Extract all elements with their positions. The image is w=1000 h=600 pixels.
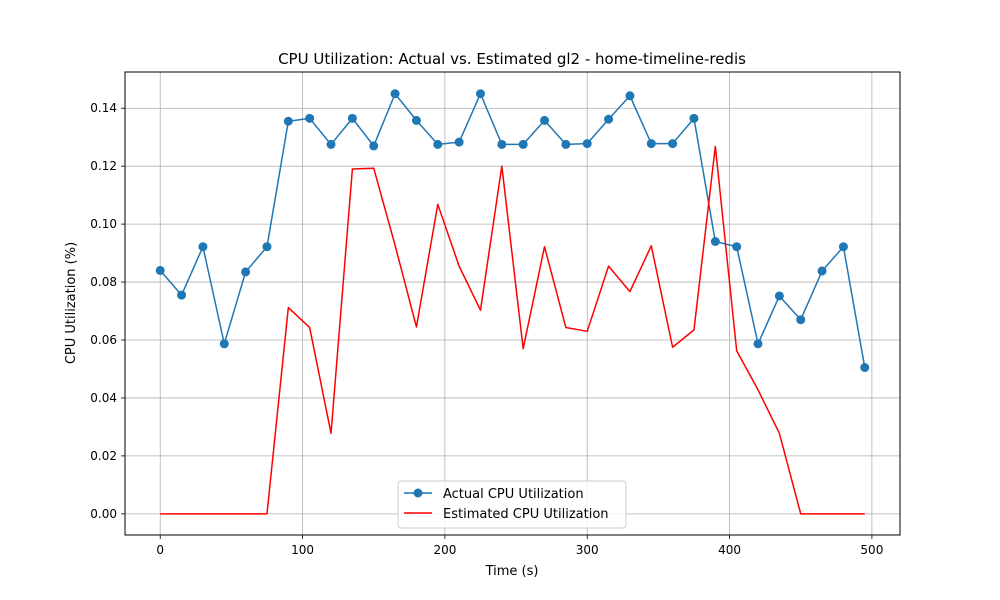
y-tick-label: 0.08: [90, 275, 117, 289]
actual-cpu-utilization-point: [369, 141, 379, 151]
y-tick-label: 0.12: [90, 159, 117, 173]
actual-cpu-utilization-point: [475, 89, 485, 99]
x-tick-label: 300: [576, 543, 599, 557]
actual-cpu-utilization-point: [582, 139, 592, 149]
x-tick-label: 400: [718, 543, 741, 557]
x-tick-label: 100: [291, 543, 314, 557]
legend-box: [397, 480, 627, 529]
grid: [125, 72, 900, 535]
actual-cpu-utilization-point: [753, 339, 763, 349]
actual-cpu-utilization-point: [454, 137, 464, 147]
actual-cpu-utilization-point: [646, 139, 656, 149]
actual-cpu-utilization-point: [860, 363, 870, 373]
actual-cpu-utilization-point: [796, 315, 806, 325]
actual-cpu-utilization-point: [604, 114, 614, 124]
actual-cpu-utilization-point: [177, 290, 187, 300]
y-tick-label: 0.02: [90, 449, 117, 463]
actual-cpu-utilization-point: [198, 242, 208, 252]
actual-cpu-utilization-line: [159, 92, 866, 368]
actual-cpu-utilization-point: [625, 91, 635, 101]
actual-cpu-utilization-point: [326, 139, 336, 149]
y-axis-ticks: 0.00 0.02 0.04 0.06 0.08 0.10 0.12 0.14: [90, 101, 125, 521]
actual-cpu-utilization-point: [668, 139, 678, 149]
chart-title: CPU Utilization: Actual vs. Estimated gl…: [278, 50, 746, 68]
x-tick-label: 0: [156, 543, 164, 557]
x-tick-label: 200: [433, 543, 456, 557]
legend-actual-label: Actual CPU Utilization: [443, 487, 584, 502]
y-tick-label: 0.06: [90, 333, 117, 347]
x-axis-ticks: 0 100 200 300 400 500: [156, 535, 883, 557]
y-tick-label: 0.10: [90, 217, 117, 231]
actual-cpu-utilization-point: [347, 113, 357, 123]
actual-cpu-utilization-point: [497, 139, 507, 149]
actual-cpu-utilization-point: [283, 116, 293, 126]
actual-cpu-utilization-point: [774, 291, 784, 301]
legend: Actual CPU Utilization Estimated CPU Uti…: [397, 480, 627, 529]
series-layer: [155, 89, 870, 515]
actual-cpu-utilization-point: [390, 89, 400, 99]
actual-cpu-utilization-point: [732, 242, 742, 252]
actual-cpu-utilization-point: [262, 242, 272, 252]
plot-frame: [124, 71, 901, 536]
legend-estimated-label: Estimated CPU Utilization: [443, 507, 609, 522]
actual-cpu-utilization-point: [817, 266, 827, 276]
actual-cpu-utilization-point: [241, 267, 251, 277]
x-axis-label: Time (s): [485, 564, 539, 579]
y-tick-label: 0.14: [90, 101, 117, 115]
actual-cpu-utilization-point: [219, 339, 229, 349]
actual-cpu-utilization-point: [838, 242, 848, 252]
actual-cpu-utilization-point: [518, 139, 528, 149]
actual-cpu-utilization-point: [305, 113, 315, 123]
actual-cpu-utilization-point: [561, 139, 571, 149]
actual-cpu-utilization-point: [689, 113, 699, 123]
y-axis-label: CPU Utilization (%): [64, 242, 79, 364]
estimated-cpu-utilization-line: [160, 145, 865, 515]
y-tick-label: 0.00: [90, 507, 117, 521]
actual-cpu-utilization-point: [540, 115, 550, 125]
x-tick-label: 500: [860, 543, 883, 557]
y-tick-label: 0.04: [90, 391, 117, 405]
actual-cpu-utilization-point: [411, 115, 421, 125]
actual-cpu-utilization-point: [433, 139, 443, 149]
actual-cpu-utilization-point: [155, 265, 165, 275]
legend-actual-marker: [413, 488, 423, 498]
actual-cpu-utilization-point: [710, 236, 720, 246]
